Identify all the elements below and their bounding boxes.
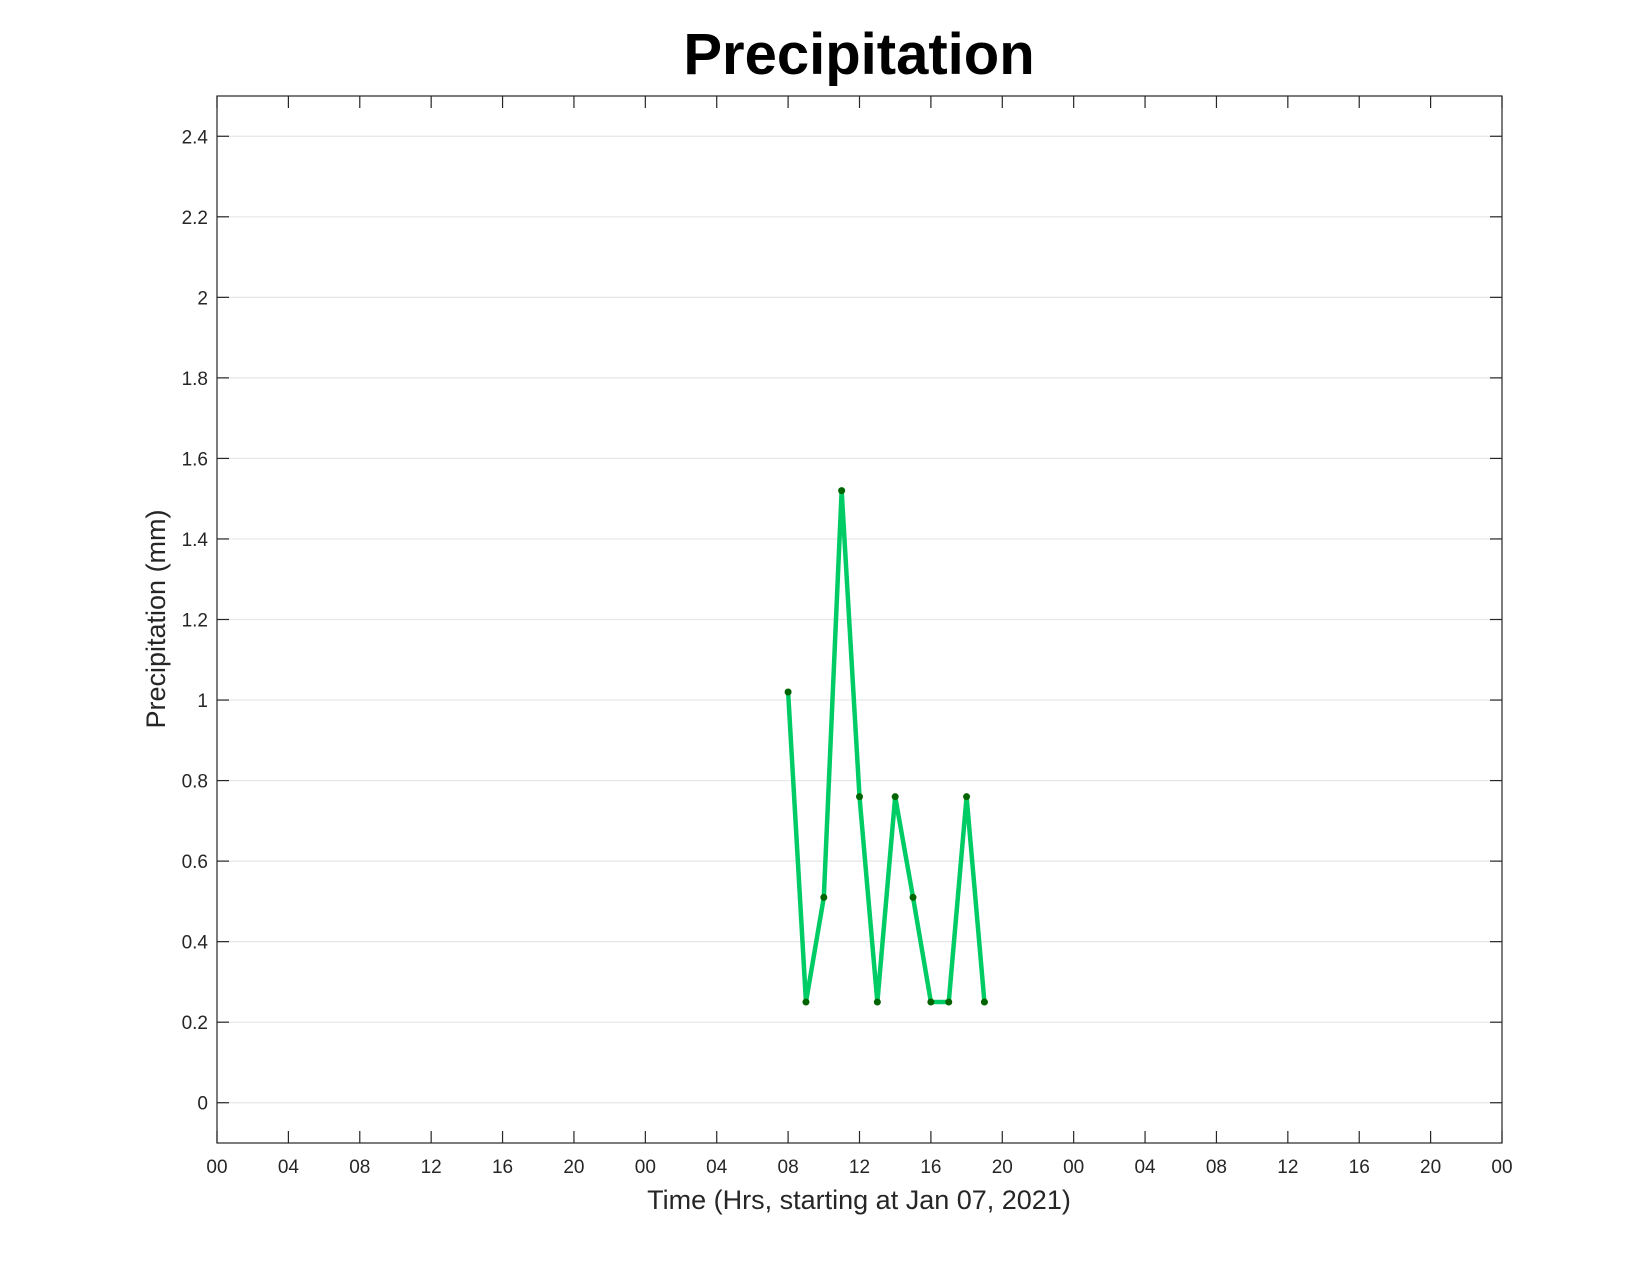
precipitation-line [785,490,987,1005]
x-tick-label: 16 [1349,1157,1370,1178]
data-series [784,487,988,1006]
x-tick-label: 12 [1277,1157,1298,1178]
y-tick-label: 1.2 [182,611,208,632]
y-tick-label: 1.8 [182,369,208,390]
x-tick-label: 08 [778,1157,799,1178]
y-tick-label: 1.6 [182,449,208,470]
x-tick-label: 04 [1134,1157,1156,1178]
x-tick-label: 00 [635,1157,656,1178]
x-tick-label: 16 [492,1157,513,1178]
data-point [820,893,828,901]
grid-lines [217,135,1502,1104]
plot-frame [216,95,1503,1144]
y-tick-label: 2.2 [182,208,208,229]
y-tick-label: 0.6 [182,852,208,873]
x-tick-label: 12 [421,1157,442,1178]
x-tick-label: 08 [349,1157,370,1178]
data-point [891,793,899,801]
y-tick-label: 0.2 [182,1013,208,1034]
data-point [838,487,846,495]
x-tick-label: 20 [992,1157,1013,1178]
y-tick-label: 2 [197,288,208,309]
y-tick-label: 0.4 [182,933,209,954]
axis-ticks [216,96,1503,1143]
x-tick-label: 04 [278,1157,300,1178]
y-tick-label: 0.8 [182,772,208,793]
y-tick-label: 0 [197,1094,208,1115]
data-point [784,688,792,696]
x-tick-labels: 00 04 08 12 16 20 00 04 08 12 16 20 00 04 08 12 16 20 00 [206,1157,1512,1178]
x-tick-label: 20 [563,1157,584,1178]
data-point [980,998,988,1006]
data-point [945,998,953,1006]
y-tick-label: 1 [197,691,208,712]
y-axis-label: Precipitation (mm) [141,509,171,728]
data-point [873,998,881,1006]
x-tick-label: 04 [706,1157,728,1178]
y-tick-label: 2.4 [182,127,209,148]
data-point [963,793,971,801]
y-tick-label: 1.4 [182,530,209,551]
x-tick-label: 00 [1063,1157,1084,1178]
data-point [927,998,935,1006]
x-tick-label: 08 [1206,1157,1227,1178]
x-tick-label: 16 [920,1157,941,1178]
y-tick-labels: 0 0.2 0.4 0.6 0.8 1 1.2 1.4 1.6 1.8 2 2.2 2.4 [182,127,209,1114]
data-point [909,893,917,901]
chart-title: Precipitation [683,22,1034,87]
x-tick-label: 00 [206,1157,227,1178]
data-point [856,793,863,801]
x-tick-label: 00 [1491,1157,1512,1178]
data-point [802,998,810,1006]
x-tick-label: 12 [849,1157,870,1178]
x-tick-label: 20 [1420,1157,1441,1178]
x-axis-label: Time (Hrs, starting at Jan 07, 2021) [647,1185,1071,1215]
